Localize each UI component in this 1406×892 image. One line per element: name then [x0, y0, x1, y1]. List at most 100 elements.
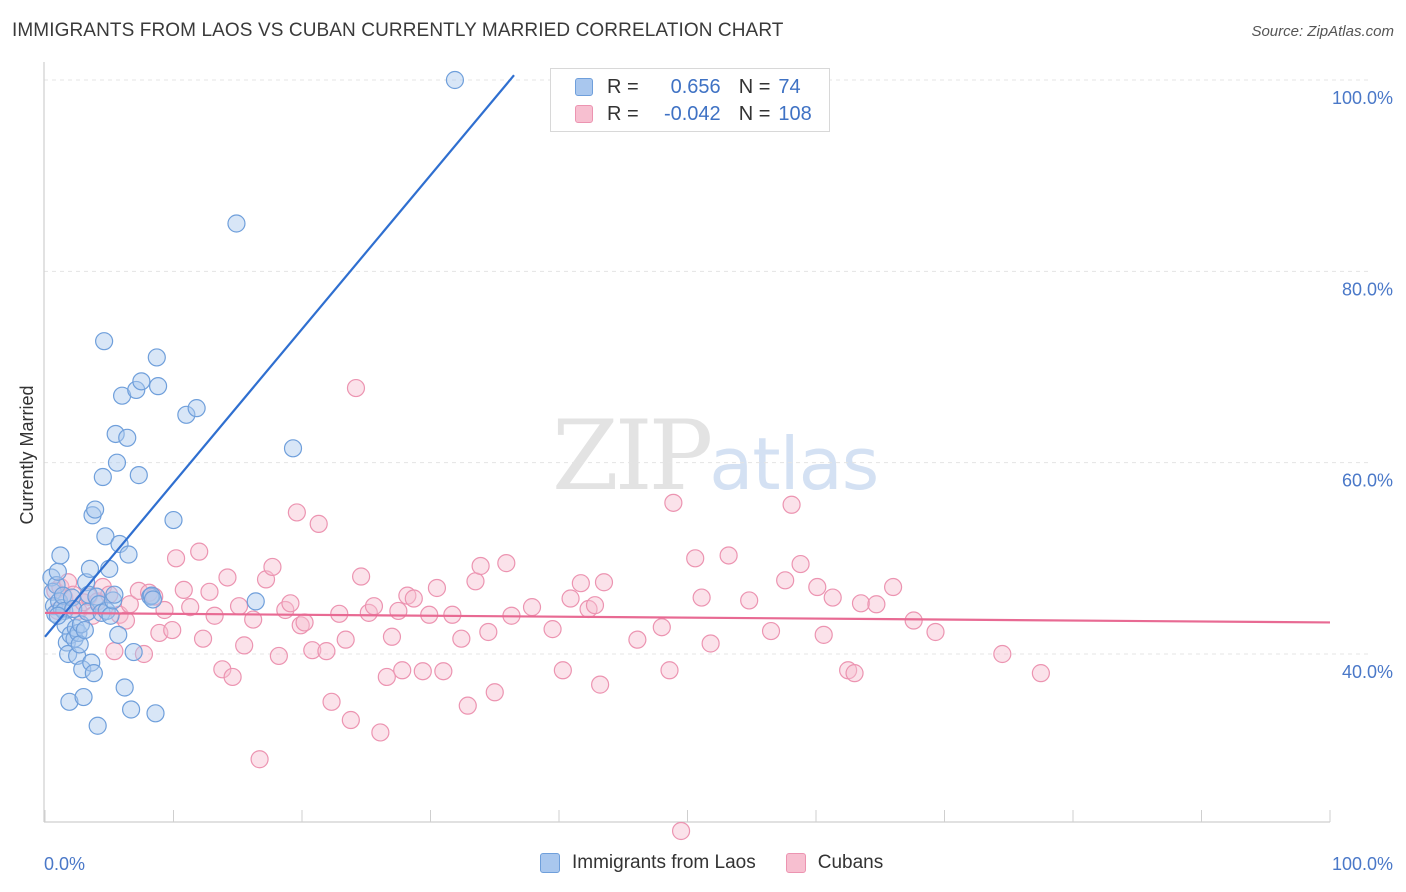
cubans-point [851, 594, 871, 613]
cubans-point [235, 636, 254, 655]
legend-row-laos: R = 0.656 N = 74 [575, 74, 801, 100]
laos-trend-line [44, 74, 515, 638]
cubans-point [223, 667, 242, 687]
cubans-point [701, 634, 720, 653]
laos-point [143, 590, 163, 609]
cubans-point [330, 604, 349, 623]
laos-point [70, 635, 89, 654]
x-tick-label-min: 0.0% [44, 854, 85, 874]
laos-point [48, 562, 67, 581]
cubans-point [543, 620, 562, 639]
y-tick-label: 100.0% [1332, 88, 1393, 108]
cubans-point [776, 571, 795, 590]
cubans-point [200, 582, 219, 601]
cubans-point [352, 567, 371, 586]
cubans-point [190, 542, 209, 561]
cubans-point [485, 683, 504, 702]
laos-point [82, 653, 101, 672]
chart-title: IMMIGRANTS FROM LAOS VS CUBAN CURRENTLY … [12, 20, 784, 41]
laos-point [60, 692, 79, 711]
cubans-point [458, 696, 477, 715]
cubans-point [660, 661, 679, 680]
cubans-points [46, 378, 1050, 841]
y-tick-label: 80.0% [1342, 279, 1393, 299]
cubans-point [303, 641, 322, 660]
laos-point [75, 620, 94, 640]
cubans-point [377, 667, 396, 687]
tick-labels: 40.0% 60.0% 80.0% 100.0% 0.0% 100.0% Currently… [17, 88, 1393, 874]
n-value: 108 [778, 102, 812, 125]
watermark-zip: ZIP [552, 400, 713, 512]
cubans-point [585, 596, 605, 615]
cubans-point [287, 503, 306, 522]
cubans-point [434, 662, 453, 681]
cubans-point [671, 821, 691, 841]
cubans-point [628, 630, 647, 649]
laos-point [124, 642, 143, 662]
laos-point [445, 70, 465, 90]
cubans-point [926, 622, 945, 642]
laos-point [148, 377, 168, 396]
n-label: N = [738, 75, 771, 98]
laos-point [177, 405, 196, 424]
cubans-point [181, 598, 200, 617]
cubans-point [166, 549, 186, 568]
cubans-legend-label: Cubans [817, 852, 884, 873]
trend-lines [44, 74, 1331, 638]
laos-point [132, 372, 151, 391]
cubans-point [782, 495, 801, 514]
cubans-point [229, 597, 249, 616]
cubans-point [594, 573, 614, 592]
legend-item-laos: Immigrants from Laos [540, 852, 756, 874]
cubans-point [263, 557, 282, 577]
laos-swatch [575, 78, 593, 96]
cubans-point [269, 646, 288, 666]
cubans-point [174, 580, 193, 600]
series-legend: Immigrants from Laos Cubans [540, 852, 913, 874]
cubans-point [845, 664, 864, 683]
legend-item-cubans: Cubans [785, 852, 884, 874]
laos-point [118, 428, 137, 447]
cubans-point [867, 595, 886, 614]
cubans-point [250, 750, 269, 769]
laos-point [119, 545, 138, 564]
cubans-point [427, 578, 447, 598]
cubans-point [993, 644, 1012, 664]
cubans-point [497, 554, 516, 573]
cubans-point [413, 662, 432, 681]
stats-legend: R = 0.656 N = 74 R = -0.042 N = 108 [550, 68, 830, 132]
laos-point [127, 380, 146, 400]
laos-point [146, 704, 165, 723]
cubans-point [322, 692, 341, 711]
laos-point [80, 559, 100, 578]
cubans-point [341, 710, 360, 730]
laos-point [104, 591, 123, 610]
laos-point [88, 716, 107, 735]
laos-point [73, 660, 92, 679]
axes [43, 62, 1331, 823]
cubans-point [205, 606, 224, 625]
cubans-point [686, 549, 705, 568]
cubans-point [553, 661, 572, 680]
laos-point [48, 606, 67, 625]
cubans-point [883, 577, 903, 597]
laos-point [105, 585, 124, 604]
cubans-point [591, 675, 610, 694]
x-tick-label-max: 100.0% [1332, 854, 1393, 874]
cubans-point [404, 589, 423, 608]
r-value: -0.042 [663, 102, 721, 125]
laos-point [121, 700, 141, 719]
legend-row-cubans: R = -0.042 N = 108 [575, 101, 812, 127]
cubans-legend-swatch [785, 853, 806, 873]
laos-point [283, 439, 303, 458]
laos-point [95, 332, 114, 351]
cubans-point [105, 642, 124, 661]
laos-point [115, 678, 134, 697]
y-tick-label: 40.0% [1342, 662, 1393, 682]
cubans-point [371, 723, 390, 742]
n-value: 74 [778, 75, 801, 98]
y-axis-title: Currently Married [17, 385, 37, 524]
laos-legend-swatch [540, 853, 560, 873]
laos-point [100, 559, 119, 578]
laos-point [147, 348, 166, 367]
